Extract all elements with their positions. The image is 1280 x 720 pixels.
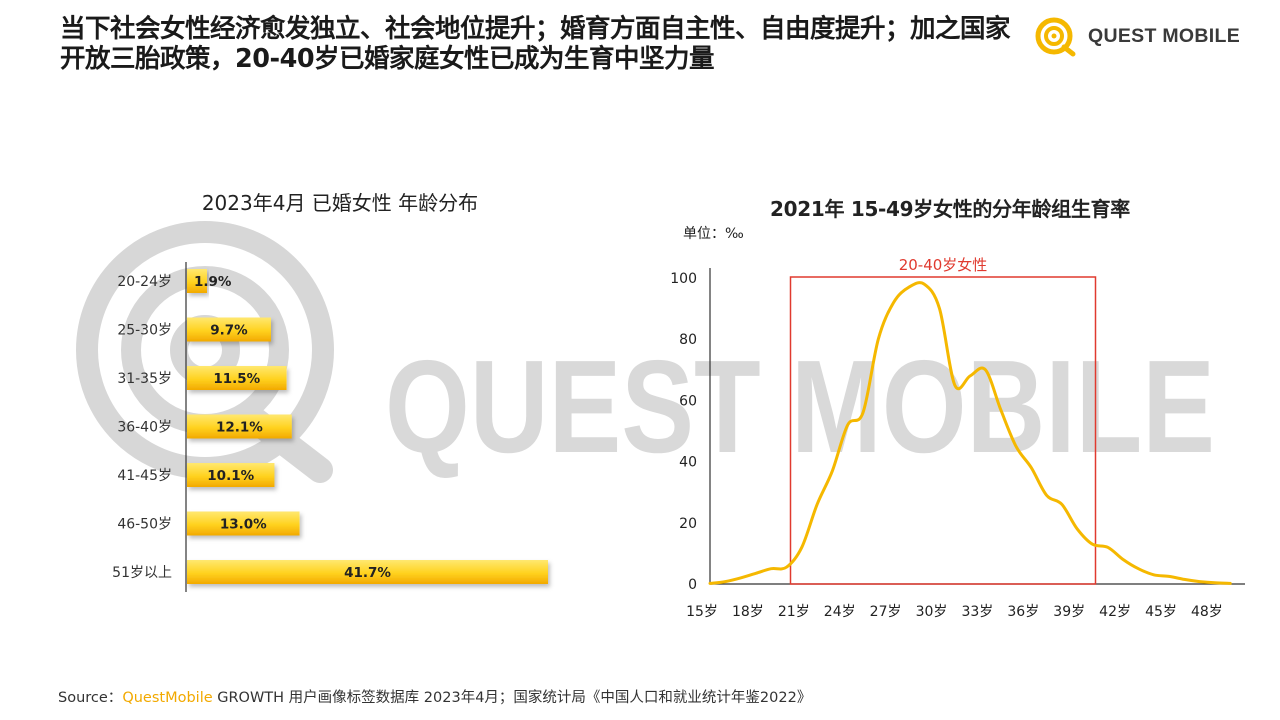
bar-value-label: 13.0% xyxy=(220,517,267,533)
x-tick-label: 48岁 xyxy=(1191,604,1223,620)
questmobile-logo-icon xyxy=(1035,17,1076,57)
unit-label: 单位：‰ xyxy=(683,226,744,242)
bar-value-label: 12.1% xyxy=(216,420,263,436)
x-tick-label: 36岁 xyxy=(1007,604,1039,620)
source-note: Source：QuestMobile GROWTH 用户画像标签数据库 2023… xyxy=(58,686,811,707)
x-tick-label: 39岁 xyxy=(1053,604,1085,620)
highlight-box xyxy=(789,276,1097,585)
x-tick-label: 21岁 xyxy=(778,604,810,620)
bar-value-label: 9.7% xyxy=(210,323,248,339)
y-tick-label: 100 xyxy=(670,271,697,287)
bar-category-label: 36-40岁 xyxy=(117,420,172,436)
bar-category-label: 31-35岁 xyxy=(117,371,172,387)
bar-value-label: 10.1% xyxy=(207,468,254,484)
bar-category-label: 20-24岁 xyxy=(117,274,172,290)
watermark-text: QUEST MOBILE xyxy=(385,333,1215,480)
bar-chart: 20-24岁 1.9% 25-30岁 9.7% 31-35岁 11.5% 36-40岁 12.… xyxy=(112,262,548,592)
bar-category-label: 41-45岁 xyxy=(117,468,172,484)
bar-value-label: 41.7% xyxy=(344,565,391,581)
x-tick-label: 42岁 xyxy=(1099,604,1131,620)
y-tick-label: 20 xyxy=(679,516,697,532)
bar-category-label: 25-30岁 xyxy=(117,323,172,339)
y-tick-label: 80 xyxy=(679,332,697,348)
x-tick-label: 18岁 xyxy=(732,604,764,620)
y-tick-label: 40 xyxy=(679,455,697,471)
highlight-label: 20-40岁女性 xyxy=(899,256,988,274)
bar-chart-title: 2023年4月 已婚女性 年龄分布 xyxy=(201,191,479,215)
bar-category-label: 46-50岁 xyxy=(117,517,172,533)
bar xyxy=(187,560,548,584)
line-chart-title: 2021年 15-49岁女性的分年龄组生育率 xyxy=(770,197,1130,221)
fertility-rate-line xyxy=(708,281,1232,585)
x-tick-label: 24岁 xyxy=(824,604,856,620)
source-prefix: Source： xyxy=(58,690,123,706)
x-tick-label: 27岁 xyxy=(870,604,902,620)
x-tick-label: 45岁 xyxy=(1145,604,1177,620)
y-tick-label: 60 xyxy=(679,393,697,409)
y-tick-label: 0 xyxy=(688,577,697,593)
bar xyxy=(187,317,271,342)
bar xyxy=(187,269,207,293)
bar xyxy=(187,414,292,439)
page-headline: 当下社会女性经济愈发独立、社会地位提升；婚育方面自主性、自由度提升；加之国家开放… xyxy=(60,14,1011,74)
x-tick-label: 15岁 xyxy=(686,604,718,620)
bar xyxy=(187,366,287,390)
bar xyxy=(187,463,275,487)
source-brand: QuestMobile xyxy=(122,690,213,706)
x-tick-label: 30岁 xyxy=(916,604,948,620)
brand-name: QUEST MOBILE xyxy=(1088,24,1241,47)
x-tick-label: 33岁 xyxy=(961,604,993,620)
source-text: GROWTH 用户画像标签数据库 2023年4月；国家统计局《中国人口和就业统计… xyxy=(212,690,812,706)
bar-value-label: 1.9% xyxy=(194,274,232,290)
line-chart: 0 20 40 60 80 100 15岁 18岁 21岁 24岁 27岁 30岁 33岁 36岁 39岁 4… xyxy=(670,256,1245,620)
bar xyxy=(187,511,300,536)
bar-value-label: 11.5% xyxy=(213,371,260,387)
brand-logo: QUEST MOBILE xyxy=(1032,14,1240,58)
bar-category-label: 51岁以上 xyxy=(112,565,172,581)
